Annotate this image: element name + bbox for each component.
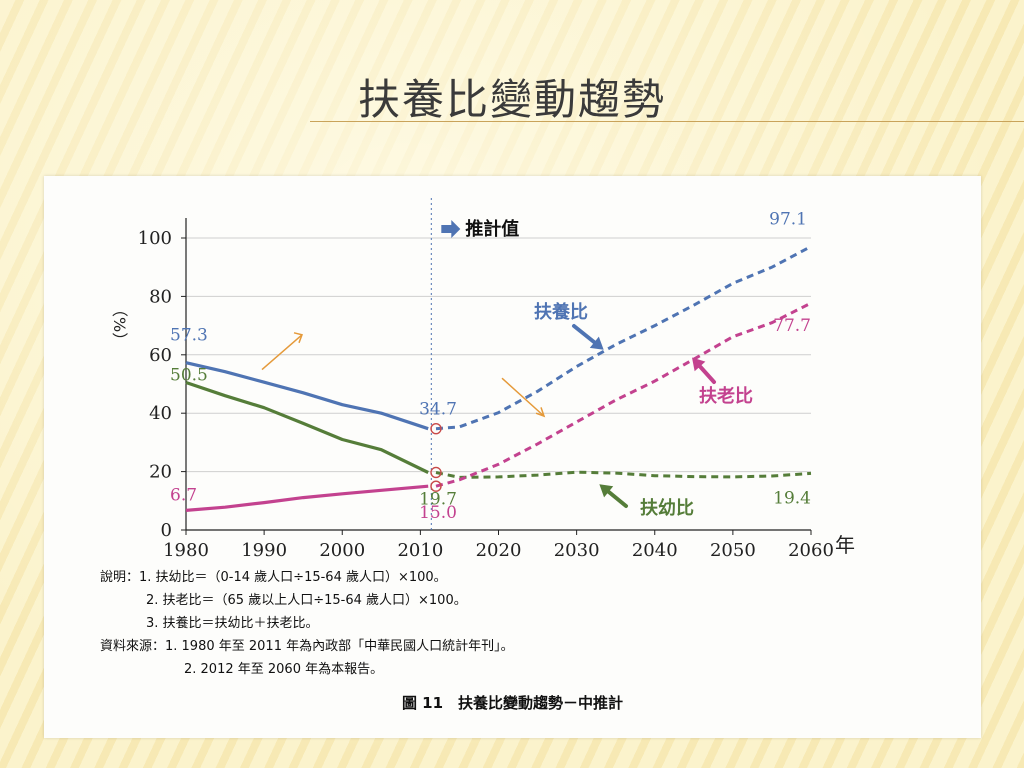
child-ratio-series-label: 扶幼比 (640, 497, 694, 519)
y-tick-label: 80 (149, 286, 172, 307)
figure-caption: 圖 11 扶養比變動趨勢－中推計 (401, 694, 624, 712)
elderly-ratio-mid-label: 15.0 (419, 503, 457, 523)
note-line: 2. 2012 年至 2060 年為本報告。 (184, 662, 384, 677)
x-tick-label: 2000 (319, 540, 365, 561)
projection-label: 推計值 (465, 218, 519, 240)
x-axis-unit-label: 年 (835, 533, 855, 557)
y-tick-label: 0 (161, 520, 172, 541)
elderly-ratio-end-label: 77.7 (773, 316, 811, 336)
arrow-right-icon (441, 220, 461, 238)
x-tick-label: 2050 (710, 540, 756, 561)
axes (181, 218, 812, 535)
data-labels: 57.3 34.7 97.1 50.5 19.7 19.4 6.7 15.0 77.7 (170, 209, 811, 523)
child-ratio-end-label: 19.4 (773, 488, 811, 508)
slide-title: 扶養比變動趨勢 (357, 75, 666, 124)
y-tick-label: 20 (149, 462, 172, 483)
dependency-ratio-mid-label: 34.7 (419, 400, 457, 420)
projection-start-markers (430, 422, 442, 492)
pointer-arrowhead-icon (589, 336, 604, 350)
elderly-ratio-projected-line (435, 301, 812, 488)
projection-start-marker (430, 480, 442, 492)
dependency-ratio-end-label: 97.1 (769, 209, 807, 229)
y-tick-label: 100 (138, 228, 172, 249)
dependency-ratio-historical-line (185, 361, 429, 431)
note-line: 3. 扶養比＝扶幼比＋扶老比。 (146, 616, 319, 631)
projection-start-marker (430, 466, 442, 479)
elderly-ratio-start-label: 6.7 (170, 485, 197, 505)
chart-notes: 說明：1. 扶幼比＝（0-14 歲人口÷15-64 歲人口）×100。 2. 扶… (100, 566, 514, 681)
title-rule (310, 121, 1024, 122)
y-tick-label: 60 (149, 345, 172, 366)
note-line: 2. 扶老比＝（65 歲以上人口÷15-64 歲人口）×100。 (146, 593, 467, 608)
child-ratio-mid-label: 19.7 (419, 489, 457, 509)
y-axis-unit-label: （%） (110, 301, 129, 348)
y-tick-label: 40 (149, 403, 172, 424)
x-tick-label: 2040 (632, 540, 678, 561)
child-ratio-projected-line (435, 470, 812, 479)
x-tick-label: 2060 (788, 540, 834, 561)
projection-start-marker (430, 422, 442, 435)
annotation-arrowhead-icon (535, 407, 546, 418)
dependency-ratio-start-label: 57.3 (170, 326, 208, 346)
elderly-ratio-historical-line (185, 484, 429, 512)
annotation-arrowhead-icon (293, 332, 303, 344)
x-tick-label: 2020 (476, 540, 522, 561)
annotation-arrow-icon (261, 334, 303, 371)
pointer-arrowhead-icon (599, 484, 614, 498)
note-line: 說明：1. 扶幼比＝（0-14 歲人口÷15-64 歲人口）×100。 (100, 570, 447, 585)
child-ratio-start-label: 50.5 (170, 366, 208, 386)
pointer-arrowhead-icon (691, 357, 706, 372)
note-line: 資料來源：1. 1980 年至 2011 年為內政部「中華民國人口統計年刊」。 (100, 639, 514, 654)
x-tick-label: 2010 (397, 540, 443, 561)
series-lines (185, 245, 812, 512)
x-tick-label: 1980 (163, 540, 209, 561)
elderly-ratio-series-label: 扶老比 (699, 385, 753, 407)
x-tick-label: 2030 (554, 540, 600, 561)
dependency-ratio-projected-line (435, 245, 812, 431)
projection-label-group: 推計值 (441, 218, 519, 240)
child-ratio-historical-line (185, 380, 429, 474)
x-tick-label: 1990 (241, 540, 287, 561)
annotation-arrow-icon (501, 377, 545, 417)
dependency-ratio-series-label: 扶養比 (534, 301, 588, 323)
chart-panel: 0 20 40 60 80 100 1980 1990 2000 2010 2020 2030 2040… (44, 176, 981, 738)
